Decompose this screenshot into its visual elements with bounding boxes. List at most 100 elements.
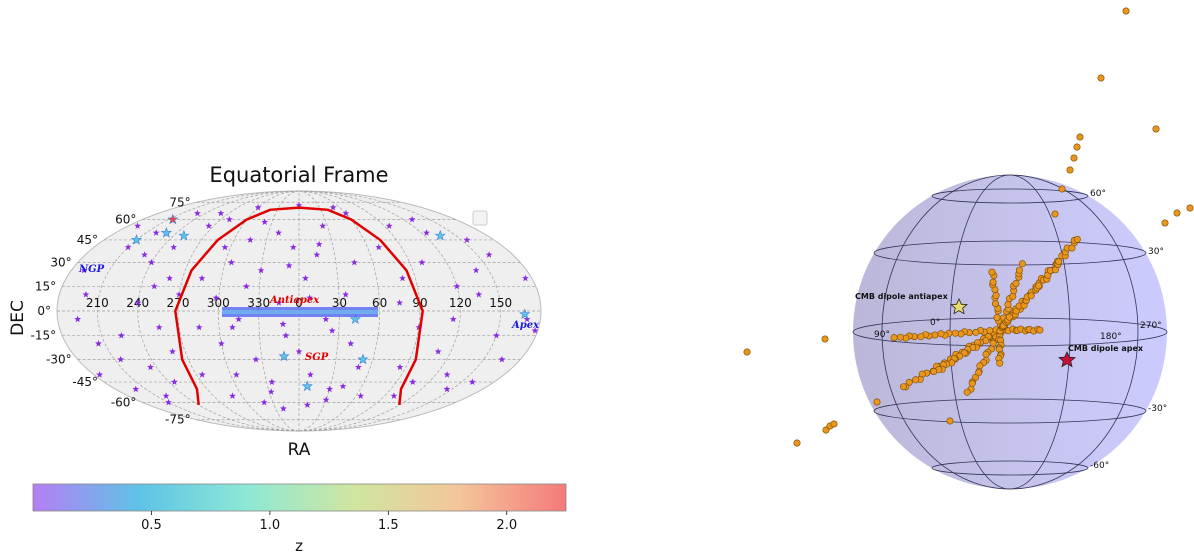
source-star <box>475 291 483 298</box>
source-star <box>275 229 282 236</box>
sphere-point <box>830 420 838 428</box>
source-star <box>485 251 493 258</box>
source-star <box>472 266 480 274</box>
source-star <box>443 371 451 378</box>
meridian <box>298 190 421 432</box>
source-star <box>74 315 82 323</box>
sphere-point <box>1051 210 1059 218</box>
source-star <box>285 262 293 269</box>
source-star <box>147 363 154 371</box>
sphere-point <box>1066 166 1074 174</box>
source-star <box>280 405 287 412</box>
source-star <box>523 315 531 323</box>
sphere-point <box>1036 326 1044 334</box>
source-star <box>260 398 268 406</box>
source-star <box>493 332 500 339</box>
sphere-point <box>890 334 898 342</box>
source-star <box>498 355 506 363</box>
colorbar-tick-label: 1.0 <box>260 518 281 533</box>
source-star <box>198 371 206 378</box>
sphere-point <box>912 376 920 384</box>
sphere-point <box>1015 266 1023 274</box>
source-star <box>347 340 355 347</box>
source-star <box>162 392 170 399</box>
source-star <box>339 382 347 390</box>
sphere-point <box>1012 279 1020 287</box>
apex-star <box>1057 351 1077 368</box>
ra-tick-label: 330 <box>247 296 270 310</box>
source-star <box>218 340 225 347</box>
source-star <box>227 258 235 266</box>
lat-ring-60 <box>931 188 1089 204</box>
source-star <box>390 392 398 399</box>
sphere-point <box>1076 133 1084 141</box>
sphere-point <box>972 328 980 336</box>
lat-ring-m60 <box>931 460 1089 476</box>
source-star <box>468 378 476 385</box>
ra-tick-label: 120 <box>449 296 472 310</box>
colorbar-tick-label: 0.5 <box>141 518 162 533</box>
source-star <box>295 348 303 355</box>
source-star <box>443 385 451 393</box>
dec-tick-label: -75° <box>165 413 191 427</box>
meridian <box>177 190 300 432</box>
lon-ring-b <box>881 174 1139 490</box>
sphere-point <box>930 367 938 375</box>
dec-tick-label: 60° <box>115 213 136 227</box>
source-star <box>141 251 148 258</box>
mollweide-panel: Equatorial Frame 75° 60° 45° 30° 15° 0° -15° -3… <box>8 163 542 460</box>
source-star <box>434 348 442 355</box>
sphere-point <box>873 398 881 406</box>
source-star <box>408 215 416 223</box>
sphere-point <box>1161 219 1169 227</box>
source-star <box>229 392 236 399</box>
lon-label-0: 0° <box>930 318 940 328</box>
source-star <box>355 363 362 371</box>
source-star <box>279 320 287 328</box>
sgp-label: SGP <box>305 352 329 363</box>
sphere-point <box>1035 282 1043 290</box>
source-star <box>275 299 283 306</box>
sphere-point <box>1018 260 1026 268</box>
sphere-point <box>982 350 990 358</box>
source-star <box>282 332 290 339</box>
sphere-point <box>946 417 954 425</box>
source-star <box>434 229 446 241</box>
colorbar-ticks: 0.5 1.0 1.5 2.0 <box>141 511 517 533</box>
source-star <box>396 363 404 371</box>
sphere-point <box>1005 313 1013 321</box>
source-star <box>357 392 365 399</box>
source-star <box>313 251 321 258</box>
source-star <box>130 234 143 245</box>
lat-label-m60: -60° <box>1090 461 1109 471</box>
sphere-point <box>991 300 999 308</box>
source-star <box>295 201 303 209</box>
source-star <box>171 378 178 385</box>
lon-label-90: 90° <box>874 330 890 340</box>
source-star <box>350 258 358 266</box>
sphere-point <box>1058 185 1066 193</box>
source-star <box>531 327 539 334</box>
source-star <box>418 258 426 266</box>
colorbar-gradient <box>32 483 567 512</box>
dec-tick-label: 15° <box>35 279 56 293</box>
source-star <box>322 396 330 403</box>
dipole-curve <box>174 206 424 406</box>
source-star <box>175 291 183 298</box>
dec-tick-label: 45° <box>77 233 98 247</box>
source-star <box>167 213 179 225</box>
colorbar: 0.5 1.0 1.5 2.0 z <box>32 483 567 555</box>
sphere-point <box>896 333 904 341</box>
lon-label-180: 180° <box>1100 332 1122 342</box>
source-star <box>95 340 102 347</box>
sphere-point <box>996 359 1004 367</box>
sphere-point <box>821 335 829 343</box>
source-star <box>357 353 369 365</box>
source-star <box>322 315 330 323</box>
sphere-point <box>963 388 971 396</box>
sphere-point <box>989 278 997 286</box>
sphere-point <box>1055 257 1063 265</box>
sphere-point <box>1073 143 1081 151</box>
sphere-point <box>1152 125 1160 133</box>
